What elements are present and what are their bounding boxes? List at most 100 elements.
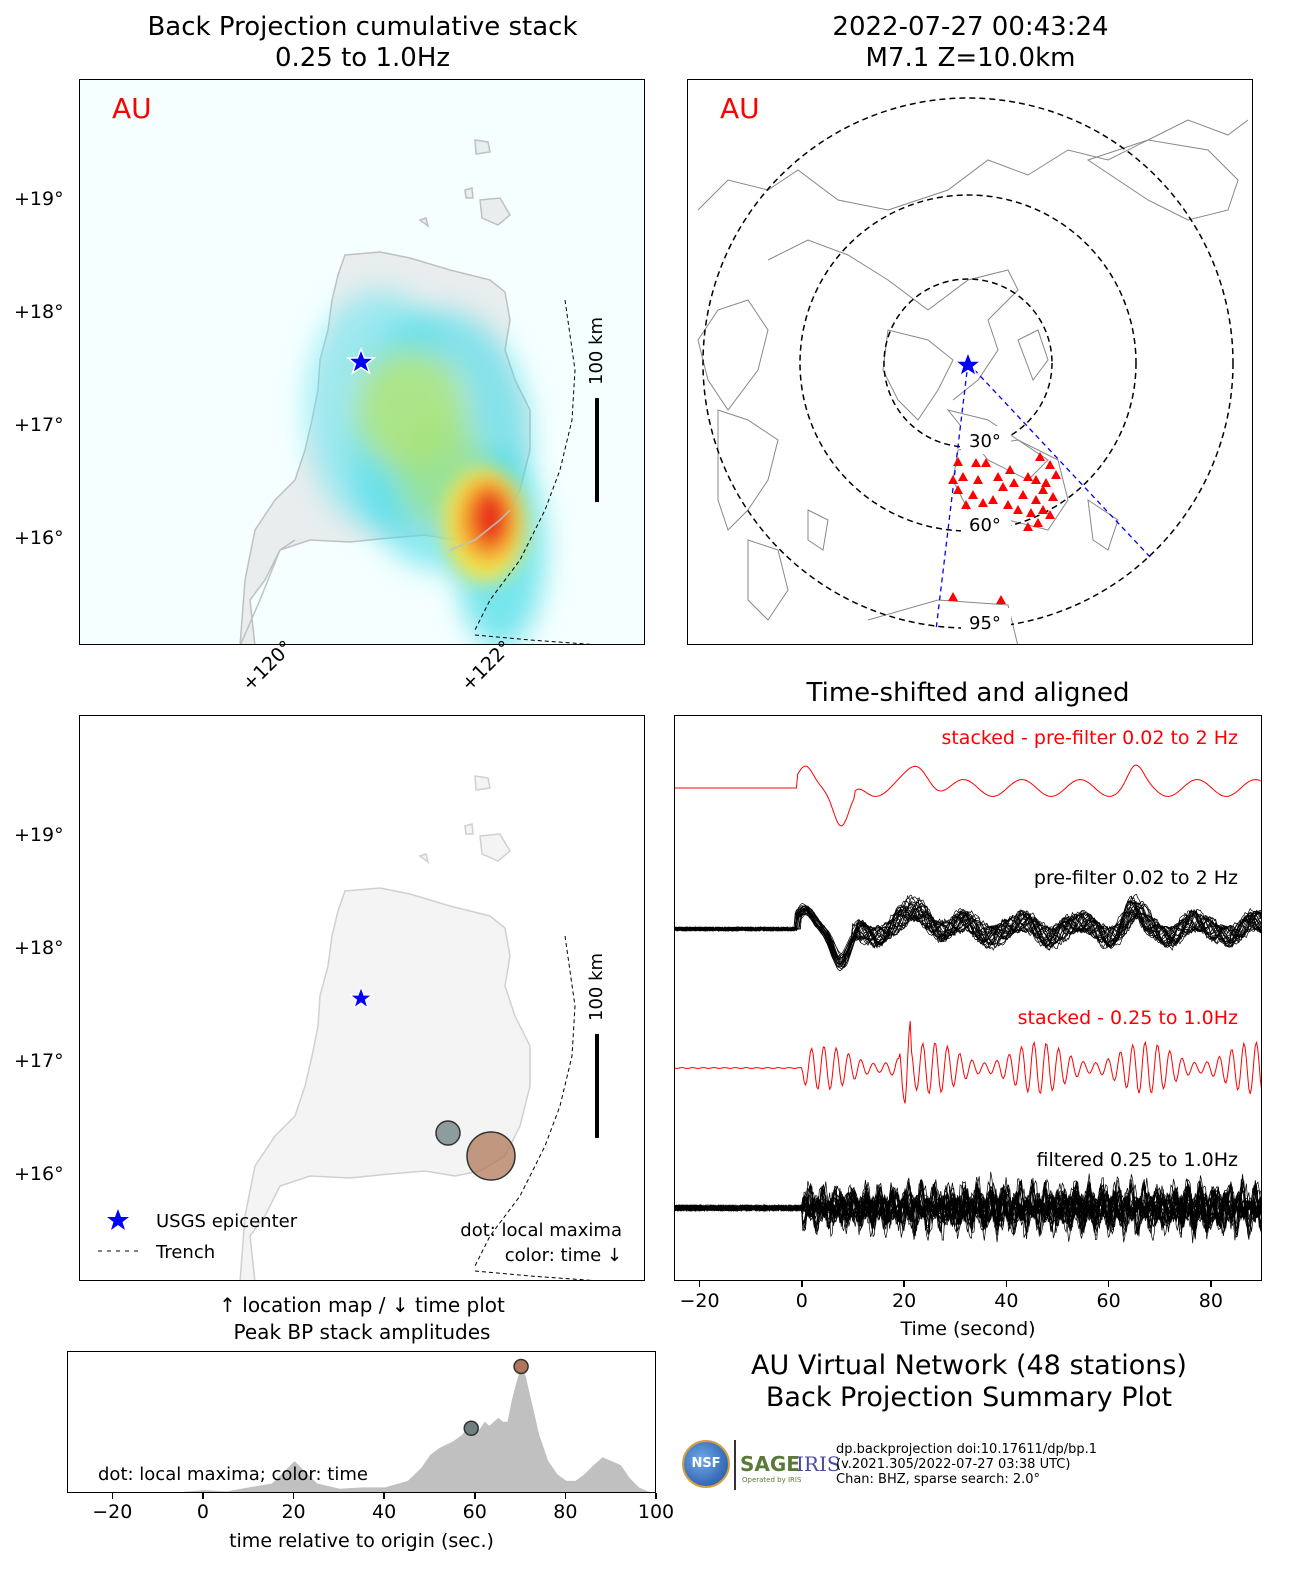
lat-tick: +19° [14, 824, 64, 846]
summary-title: AU Virtual Network (48 stations) Back Pr… [674, 1350, 1264, 1414]
bp-map-title: Back Projection cumulative stack 0.25 to… [80, 12, 645, 74]
bp-heatmap-panel: 100 km AU [79, 79, 645, 645]
trace-stacked-prefilter [675, 764, 1261, 827]
waveform-x-tick-mark [903, 1281, 905, 1287]
trench-line [474, 935, 594, 1280]
scale-label: 100 km [586, 317, 607, 385]
waveform-x-tick-mark [801, 1281, 803, 1287]
trace-filtered [675, 1175, 1261, 1243]
ring-label-95: 95° [969, 613, 1001, 634]
legend-epicenter-label: USGS epicenter [156, 1211, 298, 1232]
event-magnitude: M7.1 Z=10.0km [865, 43, 1076, 73]
nsf-logo-text: NSF [691, 1456, 721, 1471]
trace-label-stacked-filtered: stacked - 0.25 to 1.0Hz [1018, 1007, 1238, 1029]
amplitude-x-tick-mark [292, 1493, 295, 1499]
map-note-line1: dot: local maxima [460, 1220, 622, 1241]
waveform-x-tick-mark [1107, 1281, 1110, 1287]
amplitude-x-tick-mark [202, 1493, 204, 1499]
lat-tick: +18° [14, 301, 64, 323]
amplitude-x-tick-label: 20 [281, 1501, 306, 1523]
bp-heatmap-svg: 100 km AU [80, 80, 644, 644]
trace-filtered [675, 1174, 1261, 1241]
amplitude-svg: dot: local maxima; color: time [98, 1358, 650, 1492]
credit-line2: (v.2021.305/2022-07-27 03:38 UTC) [836, 1457, 1071, 1472]
summary-line2: Back Projection Summary Plot [765, 1382, 1173, 1413]
credit-line3: Chan: BHZ, sparse search: 2.0° [836, 1472, 1041, 1487]
sage-logo-text: SAGE [740, 1452, 800, 1476]
amplitude-x-tick-label: −20 [92, 1501, 133, 1523]
amplitude-x-tick-label: 60 [462, 1501, 487, 1523]
waveforms-xlabel: Time (second) [900, 1318, 1036, 1340]
trace-prefilter [675, 899, 1261, 969]
trace-prefilter [675, 901, 1261, 965]
waveforms-title: Time-shifted and aligned [806, 678, 1130, 708]
epicenter-star-icon [348, 985, 374, 1010]
map-caption: ↑ location map / ↓ time plot Peak BP sta… [79, 1292, 645, 1346]
trench-line [474, 299, 594, 644]
amplitude-x-tick-label: 80 [553, 1501, 578, 1523]
amplitude-x-tick-mark [474, 1493, 476, 1499]
waveform-x-tick-label: 0 [795, 1290, 808, 1312]
scale-label: 100 km [586, 953, 607, 1021]
amplitude-x-tick-mark [383, 1493, 385, 1499]
event-datetime: 2022-07-27 00:43:24 [832, 12, 1109, 42]
legend-star-icon [107, 1209, 129, 1230]
iris-logo-text: IRIS [796, 1452, 841, 1476]
lat-tick: +17° [14, 414, 64, 436]
maxima-map-panel: 100 km USGS epicenter Trench dot: local … [79, 715, 645, 1281]
map-caption-line2: Peak BP stack amplitudes [233, 1320, 491, 1344]
trace-prefilter [675, 900, 1261, 965]
logo-divider [734, 1440, 736, 1490]
amplitude-panel: dot: local maxima; color: time [67, 1351, 656, 1493]
trace-stacked-filtered [675, 1020, 1261, 1104]
ring-label-60: 60° [969, 515, 1001, 536]
station-map-svg: 30° 60° 95° AU [697, 92, 1249, 644]
amplitude-area [181, 1366, 650, 1492]
waveform-x-tick-label: 60 [1096, 1290, 1121, 1312]
trace-label-stacked-prefilter: stacked - pre-filter 0.02 to 2 Hz [941, 727, 1238, 749]
bp-map-title-line2: 0.25 to 1.0Hz [274, 43, 451, 73]
amplitude-x-tick-label: 100 [637, 1501, 675, 1523]
nsf-logo-icon: NSF [682, 1440, 730, 1488]
waveform-x-tick-mark [1210, 1281, 1212, 1287]
amplitude-x-tick-label: 40 [372, 1501, 397, 1523]
ring-label-30: 30° [969, 431, 1001, 452]
lat-tick: +17° [14, 1050, 64, 1072]
waveforms-panel: stacked - pre-filter 0.02 to 2 Hz pre-fi… [674, 715, 1262, 1281]
amplitude-note: dot: local maxima; color: time [98, 1464, 368, 1485]
lat-tick: +16° [14, 527, 64, 549]
amplitude-maxima-dot [463, 1420, 479, 1437]
amplitude-xlabel: time relative to origin (sec.) [229, 1530, 494, 1552]
trace-label-prefilter: pre-filter 0.02 to 2 Hz [1034, 867, 1238, 889]
waveform-x-tick-mark [1005, 1281, 1008, 1287]
lat-tick: +16° [14, 1163, 64, 1185]
credit-line1: dp.backprojection doi:10.17611/dp/bp.1 [836, 1442, 1097, 1457]
map-note-line2: color: time ↓ [505, 1245, 622, 1266]
legend-trench-label: Trench [155, 1242, 215, 1263]
scale-bar [595, 398, 599, 502]
epicenter-star-icon [345, 346, 377, 375]
lat-tick: +18° [14, 937, 64, 959]
map-caption-line1: ↑ location map / ↓ time plot [219, 1293, 505, 1317]
luzon-land [239, 887, 531, 1280]
scale-bar [595, 1034, 599, 1138]
trace-filtered [675, 1186, 1261, 1232]
maxima-map-svg: 100 km USGS epicenter Trench dot: local … [98, 775, 622, 1280]
epicenter-star-icon [952, 349, 984, 378]
summary-line1: AU Virtual Network (48 stations) [751, 1350, 1187, 1381]
waveform-x-tick-label: 40 [994, 1290, 1019, 1312]
bp-map-title-line1: Back Projection cumulative stack [147, 12, 578, 42]
lon-tick: +120° [238, 636, 298, 696]
maxima-dot-70s [466, 1131, 516, 1181]
amplitude-x-tick-label: 0 [196, 1501, 209, 1523]
amplitude-maxima-dot [513, 1358, 529, 1375]
station-markers [948, 452, 1061, 604]
waveform-x-tick-mark [698, 1281, 701, 1287]
lon-tick: +122° [457, 636, 517, 696]
network-label: AU [112, 92, 152, 125]
ring-95 [702, 97, 1234, 629]
amplitude-x-tick-mark [655, 1493, 657, 1499]
waveform-x-tick-label: 80 [1198, 1290, 1223, 1312]
amplitude-x-tick-mark [564, 1493, 567, 1499]
maxima-dot-59s [435, 1120, 461, 1146]
